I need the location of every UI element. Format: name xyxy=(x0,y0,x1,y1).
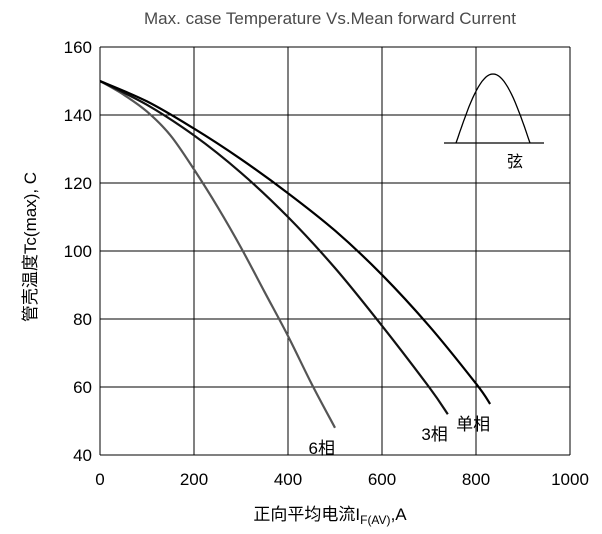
y-tick-label: 80 xyxy=(73,310,92,329)
x-axis-label-subscript: F(AV) xyxy=(360,513,390,527)
y-tick-label: 100 xyxy=(64,242,92,261)
x-axis-label: 正向平均电流IF(AV),A xyxy=(253,505,407,527)
y-axis-label: 管壳温度Tc(max), C xyxy=(21,172,40,322)
series-line-6-phase xyxy=(99,80,336,429)
inset-label: 弦 xyxy=(507,153,523,171)
inset-half-sine-wave xyxy=(455,73,531,144)
y-tick-label: 120 xyxy=(64,174,92,193)
x-axis-label-suffix: ,A xyxy=(391,505,408,524)
y-tick-label: 40 xyxy=(73,446,92,465)
series-line-3-phase xyxy=(99,80,449,415)
grid xyxy=(99,46,571,456)
series-label-single-phase: 单相 xyxy=(456,415,490,434)
x-tick-label: 1000 xyxy=(551,470,589,489)
series-lines xyxy=(99,79,492,429)
series-line-single-phase xyxy=(99,79,492,405)
waveform-inset: 弦 xyxy=(444,73,544,171)
tick-labels: 0 200 400 600 800 1000 40 60 80 100 120 140 160 xyxy=(64,38,589,489)
x-tick-label: 800 xyxy=(462,470,490,489)
chart-title: Max. case Temperature Vs.Mean forward Cu… xyxy=(144,9,516,28)
x-tick-label: 0 xyxy=(95,470,104,489)
x-tick-label: 200 xyxy=(180,470,208,489)
y-tick-label: 160 xyxy=(64,38,92,57)
y-tick-label: 140 xyxy=(64,106,92,125)
series-label-3-phase: 3相 xyxy=(421,425,447,444)
series-label-6-phase: 6相 xyxy=(309,439,335,458)
x-axis-label-main: 正向平均电流I xyxy=(253,505,360,524)
x-tick-label: 600 xyxy=(368,470,396,489)
x-tick-label: 400 xyxy=(274,470,302,489)
y-tick-label: 60 xyxy=(73,378,92,397)
